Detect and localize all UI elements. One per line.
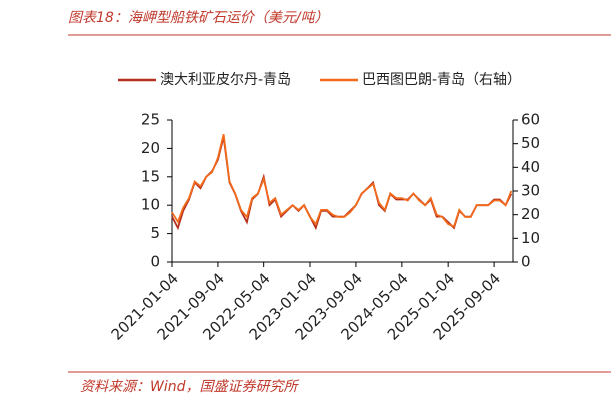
- legend-label: 巴西图巴朗-青岛（右轴）: [362, 72, 521, 88]
- series-line: [171, 136, 513, 231]
- y-tick-label: 25: [141, 111, 160, 129]
- y-tick-label: 5: [150, 224, 160, 242]
- y2-tick-label: 50: [521, 134, 540, 152]
- y2-tick-label: 30: [521, 182, 540, 200]
- y-tick-label: 15: [141, 167, 160, 185]
- source: 资料来源：Wind，国盛证券研究所: [80, 379, 299, 395]
- y-tick-label: 20: [141, 139, 160, 157]
- y2-tick-label: 20: [521, 205, 540, 223]
- y2-tick-label: 10: [521, 229, 540, 247]
- y2-tick-label: 0: [521, 253, 531, 271]
- y2-tick-label: 40: [521, 158, 540, 176]
- chart-title: 图表18：海岬型船铁矿石运价（美元/吨）: [68, 10, 329, 26]
- y-tick-label: 0: [150, 253, 160, 271]
- y-tick-label: 10: [141, 196, 160, 214]
- y2-tick-label: 60: [521, 111, 540, 129]
- legend-label: 澳大利亚皮尔丹-青岛: [160, 72, 291, 88]
- series-line: [171, 133, 513, 228]
